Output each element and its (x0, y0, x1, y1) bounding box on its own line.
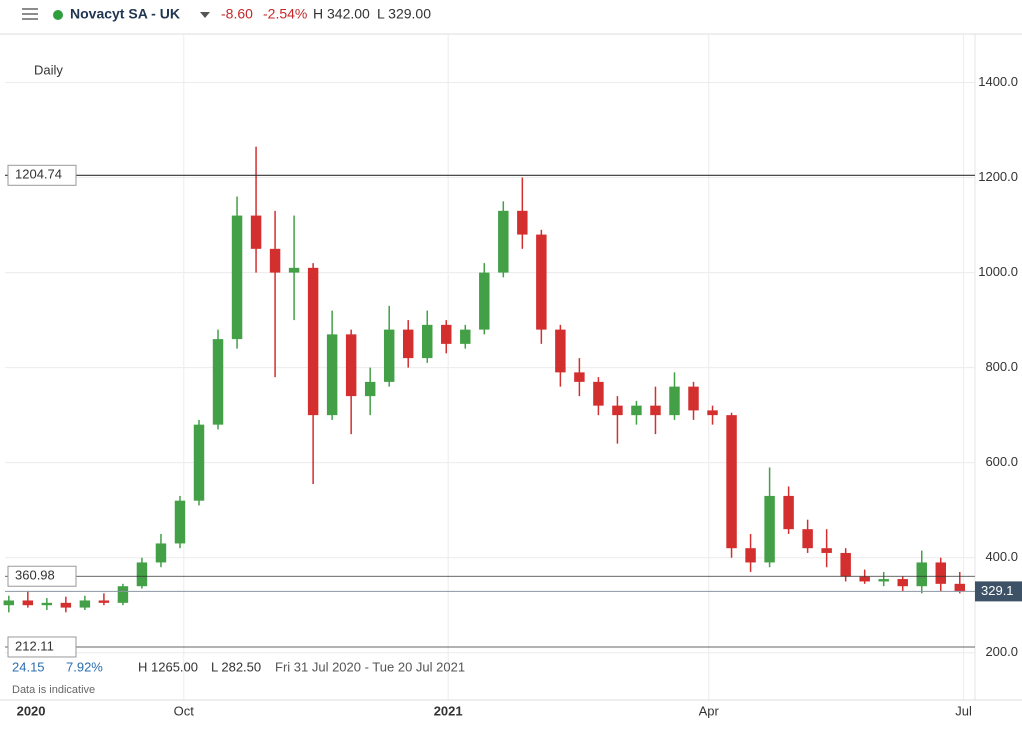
candle-body (802, 529, 813, 549)
candle-body (707, 410, 718, 416)
candle-body (22, 600, 34, 606)
candle-body (897, 579, 908, 587)
candle-body (783, 495, 794, 530)
candle-body (517, 210, 528, 235)
candle-body (250, 215, 262, 249)
candle-body (212, 339, 224, 425)
candle-body (98, 600, 110, 603)
y-tick-label: 1000.0 (978, 264, 1018, 279)
candle-body (669, 386, 680, 416)
y-tick-label: 800.0 (985, 359, 1018, 374)
candle-body (935, 562, 946, 584)
candle-body (41, 602, 53, 606)
change-pct: -2.54% (263, 6, 307, 22)
level-label: 360.98 (15, 568, 55, 583)
candle-body (498, 210, 509, 273)
interval: Daily (34, 62, 63, 77)
candle-body (60, 602, 72, 608)
last-price-box (975, 581, 1022, 602)
y-tick-label: 1200.0 (978, 169, 1018, 184)
candle-body (878, 579, 889, 582)
candle-body (193, 424, 205, 501)
menu-icon[interactable] (22, 8, 38, 20)
day-high: H 342.00 (313, 6, 370, 22)
x-tick-label: Apr (699, 703, 720, 718)
range-dates: Fri 31 Jul 2020 - Tue 20 Jul 2021 (275, 659, 465, 674)
candle-body (821, 548, 832, 553)
candle-body (79, 600, 91, 608)
candle-body (479, 272, 490, 330)
change: -8.60 (221, 6, 253, 22)
range-high: H 1265.00 (138, 659, 198, 674)
candle-body (650, 405, 661, 416)
level-label-box (7, 164, 77, 186)
candle-body (3, 600, 15, 606)
candle-body (764, 495, 775, 563)
candle-body (174, 500, 186, 544)
candle-body (326, 334, 338, 416)
candle-body (574, 372, 585, 382)
y-tick-label: 600.0 (985, 454, 1018, 469)
level-label: 212.11 (15, 638, 54, 653)
candle-body (288, 267, 300, 273)
level-label: 1204.74 (15, 167, 62, 182)
candle-body (916, 562, 927, 587)
candle-body (745, 548, 756, 563)
candle-body (269, 248, 281, 273)
y-tick-label: 400.0 (985, 549, 1018, 564)
candle-body (859, 576, 870, 582)
candle-body (612, 405, 623, 416)
candle-body (631, 405, 642, 416)
range-change: 24.15 (12, 659, 45, 674)
y-tick-label: 200.0 (985, 644, 1018, 659)
x-tick-label: Oct (174, 703, 195, 718)
candle-body (155, 543, 167, 563)
level-label-box (7, 636, 77, 658)
instrument-name[interactable]: Novacyt SA - UK (70, 6, 180, 22)
candle-body (422, 324, 433, 359)
candle-body (364, 381, 376, 397)
x-tick-label: 2021 (434, 703, 463, 718)
candle-body (840, 552, 851, 577)
candle-body (307, 267, 319, 416)
dropdown-arrow[interactable] (200, 12, 210, 18)
day-low: L 329.00 (377, 6, 431, 22)
candle-body (383, 329, 395, 382)
range-low: L 282.50 (211, 659, 261, 674)
level-label-box (7, 565, 77, 587)
last-price-label: 329.1 (981, 583, 1014, 598)
candle-body (593, 381, 604, 406)
note: Data is indicative (12, 684, 95, 696)
candle-body (555, 329, 566, 373)
candle-body (954, 583, 966, 592)
candle-body (117, 586, 129, 603)
y-tick-label: 1400.0 (978, 74, 1018, 89)
candle-body (231, 215, 243, 340)
candle-body (441, 324, 452, 344)
status-dot (53, 10, 63, 20)
x-tick-label: Jul (955, 703, 972, 718)
candle-body (460, 329, 471, 344)
candle-body (726, 415, 737, 549)
x-tick-label: 2020 (17, 703, 46, 718)
candle-body (402, 329, 414, 359)
candle-body (345, 334, 357, 397)
candle-body (688, 386, 699, 411)
range-change-pct: 7.92% (66, 659, 103, 674)
candle-body (536, 234, 547, 330)
candle-body (136, 562, 148, 587)
